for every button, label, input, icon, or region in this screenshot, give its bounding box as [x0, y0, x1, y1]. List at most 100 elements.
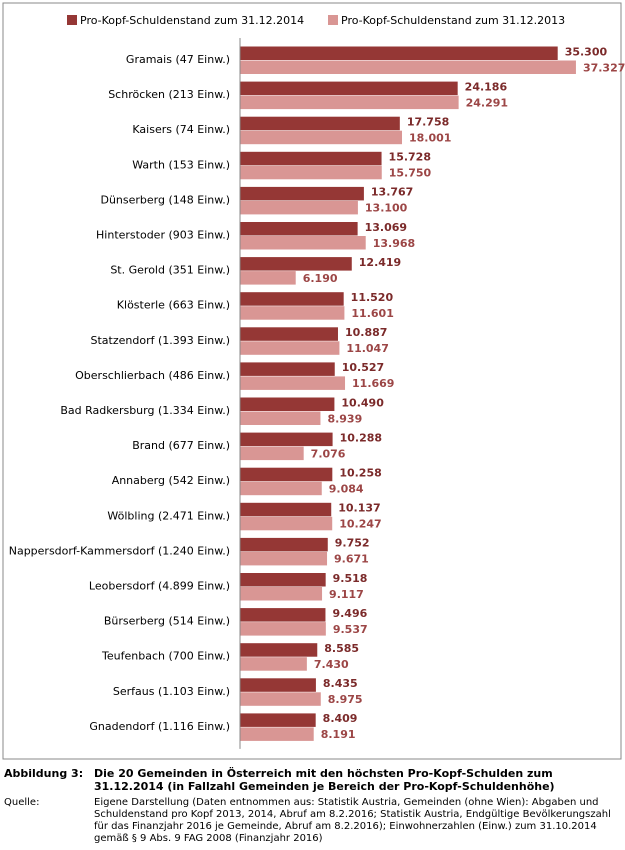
category-label: Serfaus (1.103 Einw.): [113, 685, 230, 698]
bar: [240, 587, 323, 601]
bar: [240, 306, 345, 320]
value-label: 9.117: [329, 588, 364, 601]
bar: [240, 81, 458, 96]
bar: [240, 516, 333, 531]
value-label: 15.728: [389, 151, 431, 164]
category-label: Hinterstoder (903 Einw.): [96, 229, 230, 242]
value-label: 9.537: [333, 623, 368, 636]
value-label: 8.191: [321, 728, 356, 741]
value-label: 10.247: [339, 518, 381, 531]
bar: [240, 573, 326, 587]
value-label: 8.435: [323, 677, 358, 690]
category-label: Gramais (47 Einw.): [126, 53, 230, 66]
bar: [240, 292, 344, 306]
source-label: Quelle:: [4, 797, 40, 808]
bar: [240, 271, 296, 285]
bar: [240, 481, 322, 496]
category-label: Teufenbach (700 Einw.): [101, 650, 230, 663]
bar: [240, 622, 326, 636]
chart: Pro-Kopf-Schuldenstand zum 31.12.2014 Pro…: [2, 2, 625, 760]
bar: [240, 537, 328, 552]
bar: [240, 502, 332, 517]
value-label: 9.752: [335, 537, 370, 550]
category-label: Bürserberg (514 Einw.): [104, 615, 230, 628]
category-label: Klösterle (663 Einw.): [117, 299, 230, 312]
category-label: Dünserberg (148 Einw.): [100, 193, 230, 206]
value-label: 18.001: [409, 131, 451, 144]
bar: [240, 657, 307, 671]
value-label: 24.186: [465, 80, 508, 93]
bar: [240, 327, 338, 341]
legend-swatch: [67, 15, 77, 25]
category-label: Warth (153 Einw.): [132, 158, 230, 171]
bar: [240, 643, 318, 657]
legend-swatch: [328, 15, 338, 25]
category-label: Kaisers (74 Einw.): [132, 123, 230, 136]
bar: [240, 376, 346, 390]
bar: [240, 397, 335, 411]
bar: [240, 446, 304, 461]
bar: [240, 362, 335, 376]
category-label: Leobersdorf (4.899 Einw.): [89, 580, 230, 593]
legend-label: Pro-Kopf-Schuldenstand zum 31.12.2013: [341, 14, 565, 27]
caption: Abbildung 3: Die 20 Gemeinden in Österre…: [4, 767, 619, 793]
category-label: Brand (677 Einw.): [132, 439, 230, 452]
value-label: 17.758: [407, 115, 449, 128]
value-label: 10.887: [345, 326, 387, 339]
category-label: Statzendorf (1.393 Einw.): [91, 334, 231, 347]
value-label: 13.069: [365, 221, 407, 234]
value-label: 13.767: [371, 186, 413, 199]
value-label: 8.409: [323, 712, 358, 725]
bar: [240, 130, 403, 145]
bar: [240, 713, 316, 727]
caption-text: Die 20 Gemeinden in Österreich mit den h…: [94, 767, 555, 793]
value-label: 11.520: [351, 291, 394, 304]
value-label: 35.300: [565, 45, 608, 58]
source: Quelle: Eigene Darstellung (Daten entnom…: [4, 797, 619, 845]
value-label: 15.750: [389, 167, 432, 180]
bar: [240, 116, 400, 131]
value-label: 9.518: [333, 572, 368, 585]
legend-label: Pro-Kopf-Schuldenstand zum 31.12.2014: [80, 14, 304, 27]
bar: [240, 186, 364, 201]
bar: [240, 692, 321, 706]
value-label: 8.939: [327, 412, 362, 425]
value-label: 9.084: [329, 482, 364, 495]
value-label: 7.430: [314, 658, 349, 671]
bar: [240, 467, 333, 482]
value-label: 9.496: [332, 607, 367, 620]
bar: [240, 341, 340, 355]
bar: [240, 95, 459, 110]
value-label: 7.076: [311, 447, 346, 460]
bar: [240, 151, 382, 166]
bar: [240, 551, 328, 566]
value-label: 10.258: [339, 466, 381, 479]
category-label: St. Gerold (351 Einw.): [110, 264, 230, 277]
category-label: Bad Radkersburg (1.334 Einw.): [60, 404, 230, 417]
value-label: 9.671: [334, 553, 369, 566]
bar: [240, 411, 321, 425]
value-label: 10.137: [338, 502, 380, 515]
value-label: 10.527: [342, 361, 384, 374]
bar: [240, 727, 314, 741]
value-label: 11.669: [352, 377, 394, 390]
bar: [240, 608, 326, 622]
value-label: 10.490: [341, 396, 384, 409]
category-label: Oberschlierbach (486 Einw.): [75, 369, 230, 382]
value-label: 12.419: [359, 256, 401, 269]
category-label: Annaberg (542 Einw.): [112, 474, 230, 487]
category-label: Nappersdorf-Kammersdorf (1.240 Einw.): [9, 544, 230, 557]
category-label: Wölbling (2.471 Einw.): [107, 509, 230, 522]
value-label: 13.100: [365, 202, 408, 215]
bar: [240, 165, 382, 180]
bar: [240, 257, 352, 271]
bar: [240, 60, 576, 74]
bar: [240, 222, 358, 236]
value-label: 10.288: [340, 431, 382, 444]
bar: [240, 200, 358, 215]
value-label: 6.190: [303, 272, 338, 285]
value-label: 8.975: [328, 693, 363, 706]
caption-label: Abbildung 3:: [4, 767, 84, 780]
value-label: 13.968: [373, 237, 415, 250]
